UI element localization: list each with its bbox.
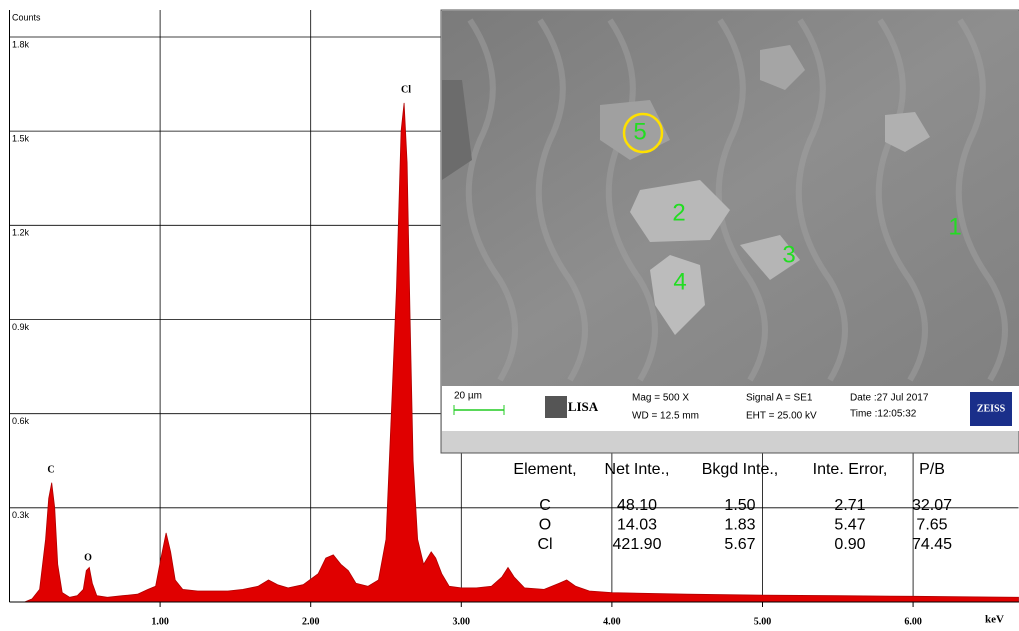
table-cell: 74.45 bbox=[912, 536, 952, 553]
table-cell: 14.03 bbox=[617, 517, 657, 534]
table-cell: 1.83 bbox=[724, 517, 755, 534]
column-header: P/B bbox=[919, 461, 945, 478]
table-cell: 48.10 bbox=[617, 497, 657, 514]
x-tick-label: 3.00 bbox=[453, 616, 471, 627]
column-header: Net Inte., bbox=[605, 461, 670, 478]
y-tick-label: 1.5k bbox=[12, 134, 30, 144]
results-table: Element, Net Inte., Bkgd Inte., Inte. Error… bbox=[513, 461, 952, 553]
y-tick-label: 1.8k bbox=[12, 39, 30, 49]
table-cell: Cl bbox=[537, 536, 552, 553]
y-tick-label: 0.3k bbox=[12, 510, 30, 520]
marker: 5 bbox=[633, 118, 646, 145]
column-header: Inte. Error, bbox=[813, 461, 888, 478]
chart: 0.3k 0.6k 0.9k 1.2k 1.5k 1.8k 1.00 2.00 3.00 4.00… bbox=[0, 0, 1019, 631]
x-axis-label: keV bbox=[985, 614, 1004, 626]
table-cell: 2.71 bbox=[834, 497, 865, 514]
table-cell: 421.90 bbox=[613, 536, 662, 553]
brand: ZEISS bbox=[977, 403, 1006, 414]
column-header: Element, bbox=[513, 461, 576, 478]
peak-label: O bbox=[84, 552, 92, 563]
logo: LISA bbox=[568, 399, 599, 414]
marker: 4 bbox=[673, 268, 686, 295]
wd: WD = 12.5 mm bbox=[632, 411, 699, 422]
date: Date :27 Jul 2017 bbox=[850, 393, 929, 404]
marker: 1 bbox=[948, 213, 961, 240]
table-cell: C bbox=[539, 497, 551, 514]
table-cell: 5.67 bbox=[724, 536, 755, 553]
sem-image: 1 2 3 4 5 20 µm LISA Mag = 500 X WD = 12… bbox=[441, 10, 1019, 453]
eht: EHT = 25.00 kV bbox=[746, 411, 817, 422]
peak-label: Cl bbox=[401, 84, 411, 95]
y-tick-label: 1.2k bbox=[12, 228, 30, 238]
y-axis-label: Counts bbox=[12, 12, 41, 22]
table-cell: 1.50 bbox=[724, 497, 755, 514]
signal: Signal A = SE1 bbox=[746, 393, 813, 404]
marker: 2 bbox=[672, 199, 685, 226]
table-cell: 5.47 bbox=[834, 517, 865, 534]
scale-bar-label: 20 µm bbox=[454, 391, 482, 402]
peak-label: C bbox=[47, 464, 54, 475]
x-tick-label: 2.00 bbox=[302, 616, 320, 627]
x-tick-label: 6.00 bbox=[904, 616, 922, 627]
x-tick-label: 5.00 bbox=[754, 616, 772, 627]
y-tick-label: 0.9k bbox=[12, 322, 30, 332]
table-cell: 7.65 bbox=[916, 517, 947, 534]
table-cell: O bbox=[539, 517, 551, 534]
time: Time :12:05:32 bbox=[850, 409, 917, 420]
table-cell: 0.90 bbox=[834, 536, 865, 553]
mag: Mag = 500 X bbox=[632, 393, 689, 404]
x-tick-label: 1.00 bbox=[151, 616, 169, 627]
marker: 3 bbox=[782, 241, 795, 268]
x-tick-label: 4.00 bbox=[603, 616, 621, 627]
y-tick-label: 0.6k bbox=[12, 416, 30, 426]
column-header: Bkgd Inte., bbox=[702, 461, 779, 478]
table-cell: 32.07 bbox=[912, 497, 952, 514]
